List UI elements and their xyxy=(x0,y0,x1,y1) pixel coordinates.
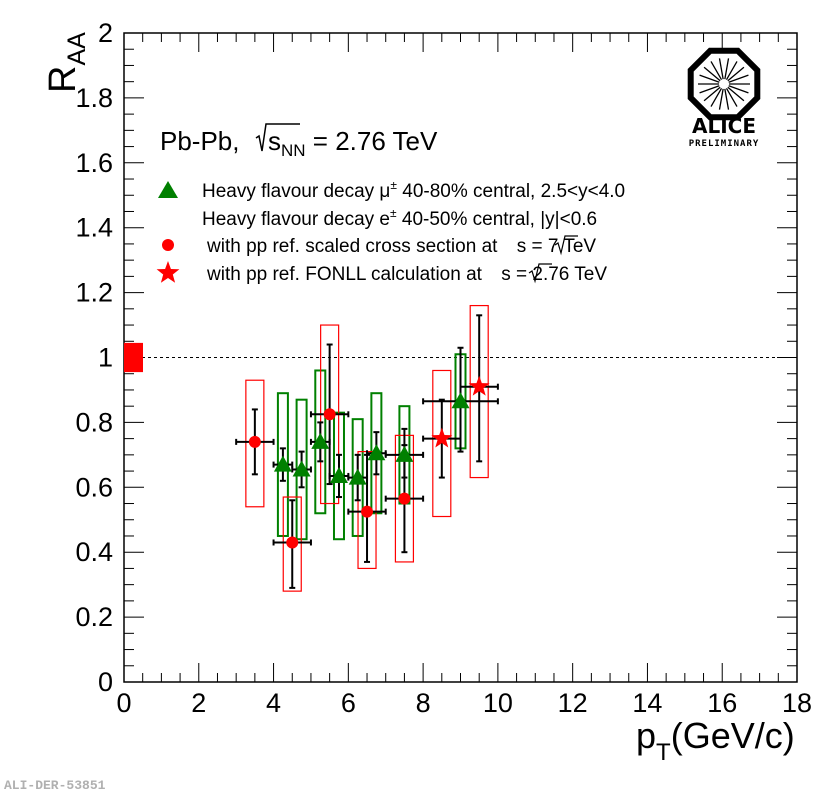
legend-triangle-marker xyxy=(158,181,178,198)
alice-burst-ray xyxy=(699,74,720,83)
sqrt-sign xyxy=(255,123,300,152)
sqrt-s-nn-label: sNN = 2.76 TeV xyxy=(268,126,438,160)
circle-data-point xyxy=(398,492,411,505)
legend-electron-label: Heavy flavour decay e± 40-50% central, |… xyxy=(202,206,597,230)
statistical-error-bars xyxy=(235,314,499,589)
systematic-box xyxy=(245,379,265,508)
triangle-data-point xyxy=(311,432,330,449)
collision-system-label: Pb-Pb, xyxy=(160,126,240,156)
x-tick-label: 12 xyxy=(558,688,588,718)
circle-data-point xyxy=(323,408,336,421)
axis-ticks xyxy=(123,32,798,683)
preliminary-label: PRELIMINARY xyxy=(689,139,760,149)
systematic-box xyxy=(432,369,452,518)
x-tick-label: 0 xyxy=(116,688,131,718)
alice-burst-ray xyxy=(725,88,738,107)
normalization-uncertainty-box xyxy=(124,342,143,373)
circle-data-point xyxy=(248,435,261,448)
y-axis-title: RAA xyxy=(42,32,91,93)
triangle-data-point xyxy=(292,460,311,477)
alice-octagon-icon xyxy=(687,47,761,121)
legend-star-label: with pp ref. FONLL calculation at s = 2.… xyxy=(206,264,607,285)
y-tick-label: 0.2 xyxy=(75,602,113,632)
alice-burst-ray xyxy=(699,85,720,94)
x-tick-label: 16 xyxy=(707,688,737,718)
legend-muon-label: Heavy flavour decay μ± 40-80% central, 2… xyxy=(202,178,625,202)
y-tick-label: 2 xyxy=(98,18,113,48)
y-tick-label: 0.4 xyxy=(75,537,113,567)
figure-id-footer: ALI-DER-53851 xyxy=(4,778,106,793)
x-tick-label: 8 xyxy=(416,688,431,718)
x-tick-label: 6 xyxy=(341,688,356,718)
y-tick-label: 1.8 xyxy=(75,83,113,113)
legend-circle-label: with pp ref. scaled cross section at s =… xyxy=(206,236,596,257)
y-tick-label: 1.6 xyxy=(75,148,113,178)
circle-data-point xyxy=(361,505,374,518)
alice-burst-ray xyxy=(710,88,723,107)
data-markers xyxy=(248,375,490,549)
alice-burst-ray xyxy=(718,88,724,110)
legend-sqrt-sign-star xyxy=(528,263,552,284)
systematic-box xyxy=(282,496,302,592)
x-tick-label: 2 xyxy=(191,688,206,718)
alice-burst-ray xyxy=(710,61,723,80)
star-data-point xyxy=(468,375,490,396)
x-tick-label: 18 xyxy=(782,688,812,718)
x-axis-title: pT(GeV/c) xyxy=(636,715,795,766)
alice-burst-ray xyxy=(724,88,730,110)
alice-logo-text: ALICE xyxy=(692,114,756,138)
star-data-point xyxy=(431,427,453,448)
y-tick-label: 1.4 xyxy=(75,213,113,243)
normalization-box xyxy=(124,342,143,373)
alice-burst-ray xyxy=(724,58,730,80)
legend-star-marker xyxy=(156,261,180,283)
y-tick-label: 0.6 xyxy=(75,472,113,502)
alice-burst-ray xyxy=(725,61,738,80)
legend-circle-marker xyxy=(162,239,174,251)
circle-data-point xyxy=(286,536,299,549)
alice-burst-icon xyxy=(698,58,750,110)
alice-burst-ray xyxy=(703,66,721,82)
axis-tick-labels: 0 2 4 6 8 10 12 14 16 18 0 0.2 0.4 0.6 0.8 1 1.2 1.4 1.6 1.… xyxy=(75,18,812,718)
alice-burst-ray xyxy=(728,74,749,83)
legend-sqrt-sign-circle xyxy=(554,235,578,256)
x-tick-label: 4 xyxy=(266,688,281,718)
triangle-data-point xyxy=(273,455,292,472)
y-tick-label: 0 xyxy=(98,667,113,697)
triangle-data-point xyxy=(451,392,470,409)
alice-logo: ALICE PRELIMINARY xyxy=(687,47,761,149)
alice-burst-ray xyxy=(727,66,745,82)
triangle-data-point xyxy=(329,466,348,483)
alice-burst-ray xyxy=(718,58,724,80)
systematic-box xyxy=(469,304,489,479)
triangle-data-point xyxy=(348,468,367,485)
alice-burst-ray xyxy=(703,86,721,102)
triangle-data-point xyxy=(367,444,386,461)
alice-burst-ray xyxy=(727,86,745,102)
alice-burst-ray xyxy=(728,85,749,94)
x-tick-label: 10 xyxy=(483,688,513,718)
x-tick-label: 14 xyxy=(632,688,662,718)
y-tick-label: 1 xyxy=(98,343,113,373)
triangle-data-point xyxy=(395,445,414,462)
y-tick-label: 0.8 xyxy=(75,407,113,437)
y-tick-label: 1.2 xyxy=(75,278,113,308)
